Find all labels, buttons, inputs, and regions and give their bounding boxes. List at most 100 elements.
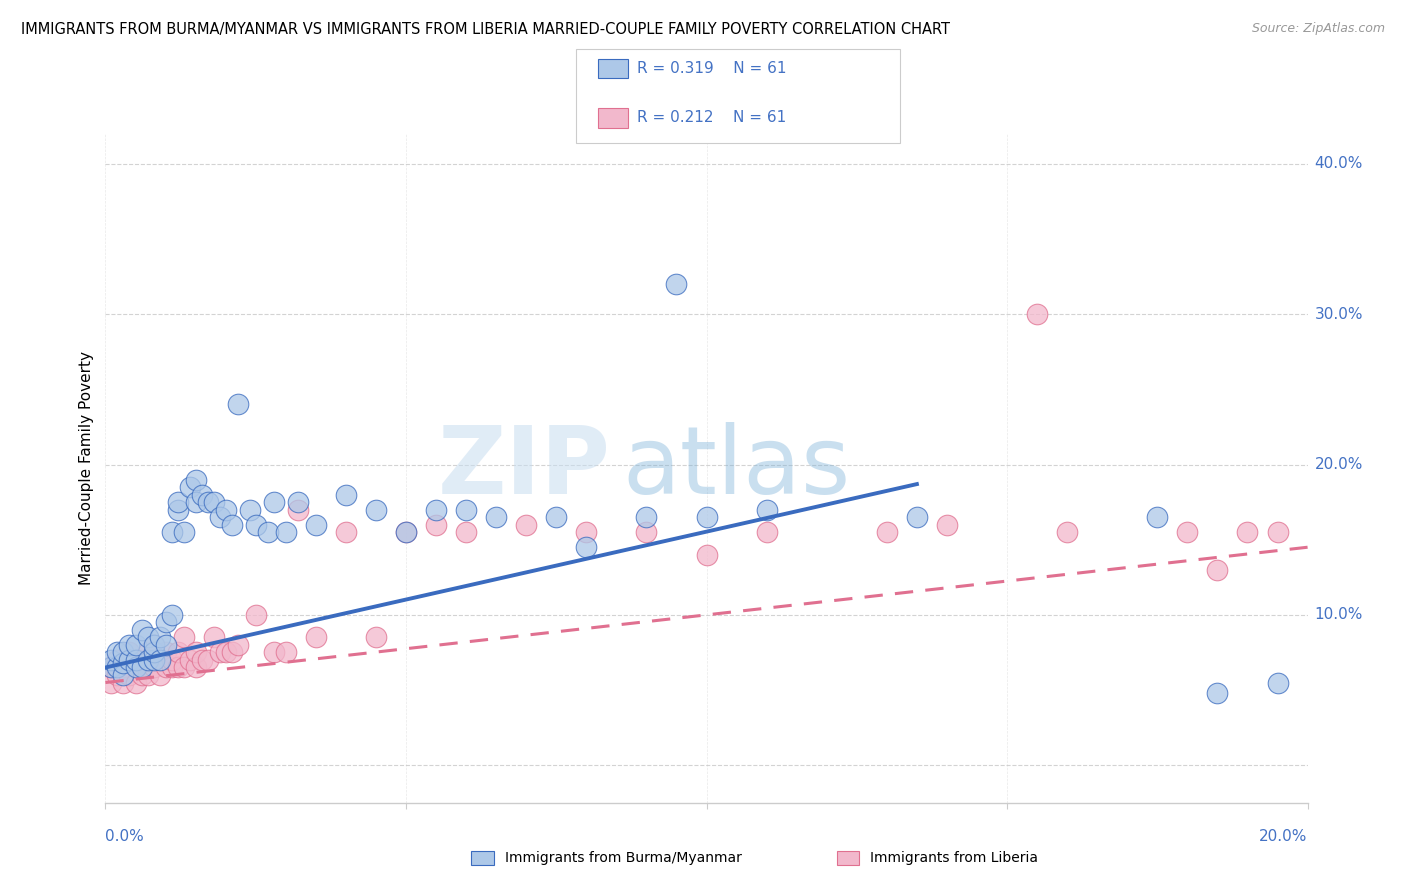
Point xyxy=(226,638,249,652)
Point xyxy=(1026,307,1049,321)
Point xyxy=(179,480,201,494)
Point xyxy=(100,675,122,690)
Point xyxy=(142,645,165,659)
Point xyxy=(155,660,177,674)
Point xyxy=(1175,525,1198,540)
Point xyxy=(696,548,718,562)
Point xyxy=(287,495,309,509)
Point xyxy=(696,510,718,524)
Text: Source: ZipAtlas.com: Source: ZipAtlas.com xyxy=(1251,22,1385,36)
Point xyxy=(155,638,177,652)
Point xyxy=(184,495,207,509)
Point xyxy=(118,653,141,667)
Point xyxy=(148,653,170,667)
Point xyxy=(636,510,658,524)
Point xyxy=(214,645,236,659)
Point xyxy=(1267,675,1289,690)
Point xyxy=(136,653,159,667)
Point xyxy=(287,502,309,516)
Point xyxy=(107,645,129,659)
Point xyxy=(256,525,278,540)
Point xyxy=(755,525,778,540)
Point xyxy=(305,517,328,532)
Point xyxy=(221,517,243,532)
Point xyxy=(124,675,146,690)
Point xyxy=(179,653,201,667)
Point xyxy=(197,653,219,667)
Point xyxy=(100,653,122,667)
Text: Immigrants from Liberia: Immigrants from Liberia xyxy=(870,851,1038,865)
Point xyxy=(166,495,188,509)
Text: R = 0.212    N = 61: R = 0.212 N = 61 xyxy=(637,111,786,125)
Text: 20.0%: 20.0% xyxy=(1260,830,1308,844)
Point xyxy=(305,631,328,645)
Text: IMMIGRANTS FROM BURMA/MYANMAR VS IMMIGRANTS FROM LIBERIA MARRIED-COUPLE FAMILY P: IMMIGRANTS FROM BURMA/MYANMAR VS IMMIGRA… xyxy=(21,22,950,37)
Point xyxy=(155,645,177,659)
Point xyxy=(454,525,477,540)
Point xyxy=(190,653,212,667)
Point xyxy=(118,638,141,652)
Point xyxy=(274,645,297,659)
Point xyxy=(485,510,508,524)
Point xyxy=(245,517,267,532)
Point xyxy=(124,660,146,674)
Point xyxy=(208,510,231,524)
Point xyxy=(142,660,165,674)
Point xyxy=(226,397,249,411)
Point xyxy=(142,638,165,652)
Point xyxy=(148,668,170,682)
Point xyxy=(1056,525,1078,540)
Point xyxy=(239,502,262,516)
Point xyxy=(100,660,122,674)
Text: atlas: atlas xyxy=(623,422,851,515)
Point xyxy=(202,631,225,645)
Point xyxy=(160,607,183,622)
Point xyxy=(936,517,959,532)
Point xyxy=(136,668,159,682)
Point xyxy=(636,525,658,540)
Text: 10.0%: 10.0% xyxy=(1315,607,1362,623)
Point xyxy=(173,525,195,540)
Point xyxy=(575,525,598,540)
Text: R = 0.319    N = 61: R = 0.319 N = 61 xyxy=(637,62,786,76)
Point xyxy=(876,525,898,540)
Y-axis label: Married-Couple Family Poverty: Married-Couple Family Poverty xyxy=(79,351,94,585)
Point xyxy=(160,660,183,674)
Point xyxy=(263,645,285,659)
Point xyxy=(1146,510,1168,524)
Point xyxy=(136,631,159,645)
Point xyxy=(208,645,231,659)
Text: 30.0%: 30.0% xyxy=(1315,307,1362,322)
Point xyxy=(263,495,285,509)
Point xyxy=(112,675,135,690)
Point xyxy=(546,510,568,524)
Point xyxy=(364,631,387,645)
Point xyxy=(395,525,418,540)
Point xyxy=(131,653,153,667)
Point xyxy=(166,502,188,516)
Point xyxy=(905,510,928,524)
Point xyxy=(118,668,141,682)
Point xyxy=(100,660,122,674)
Text: 20.0%: 20.0% xyxy=(1315,457,1362,472)
Text: Immigrants from Burma/Myanmar: Immigrants from Burma/Myanmar xyxy=(505,851,741,865)
Point xyxy=(107,653,129,667)
Point xyxy=(155,615,177,630)
Point xyxy=(1267,525,1289,540)
Point xyxy=(335,525,357,540)
Point xyxy=(131,660,153,674)
Point xyxy=(148,631,170,645)
Point xyxy=(1206,686,1229,700)
Point xyxy=(142,638,165,652)
Point xyxy=(364,502,387,516)
Point xyxy=(454,502,477,516)
Point xyxy=(112,645,135,659)
Point xyxy=(184,645,207,659)
Point xyxy=(575,540,598,554)
Point xyxy=(425,502,447,516)
Point xyxy=(112,660,135,674)
Point xyxy=(335,487,357,501)
Point xyxy=(136,645,159,659)
Point xyxy=(1236,525,1258,540)
Point xyxy=(112,656,135,670)
